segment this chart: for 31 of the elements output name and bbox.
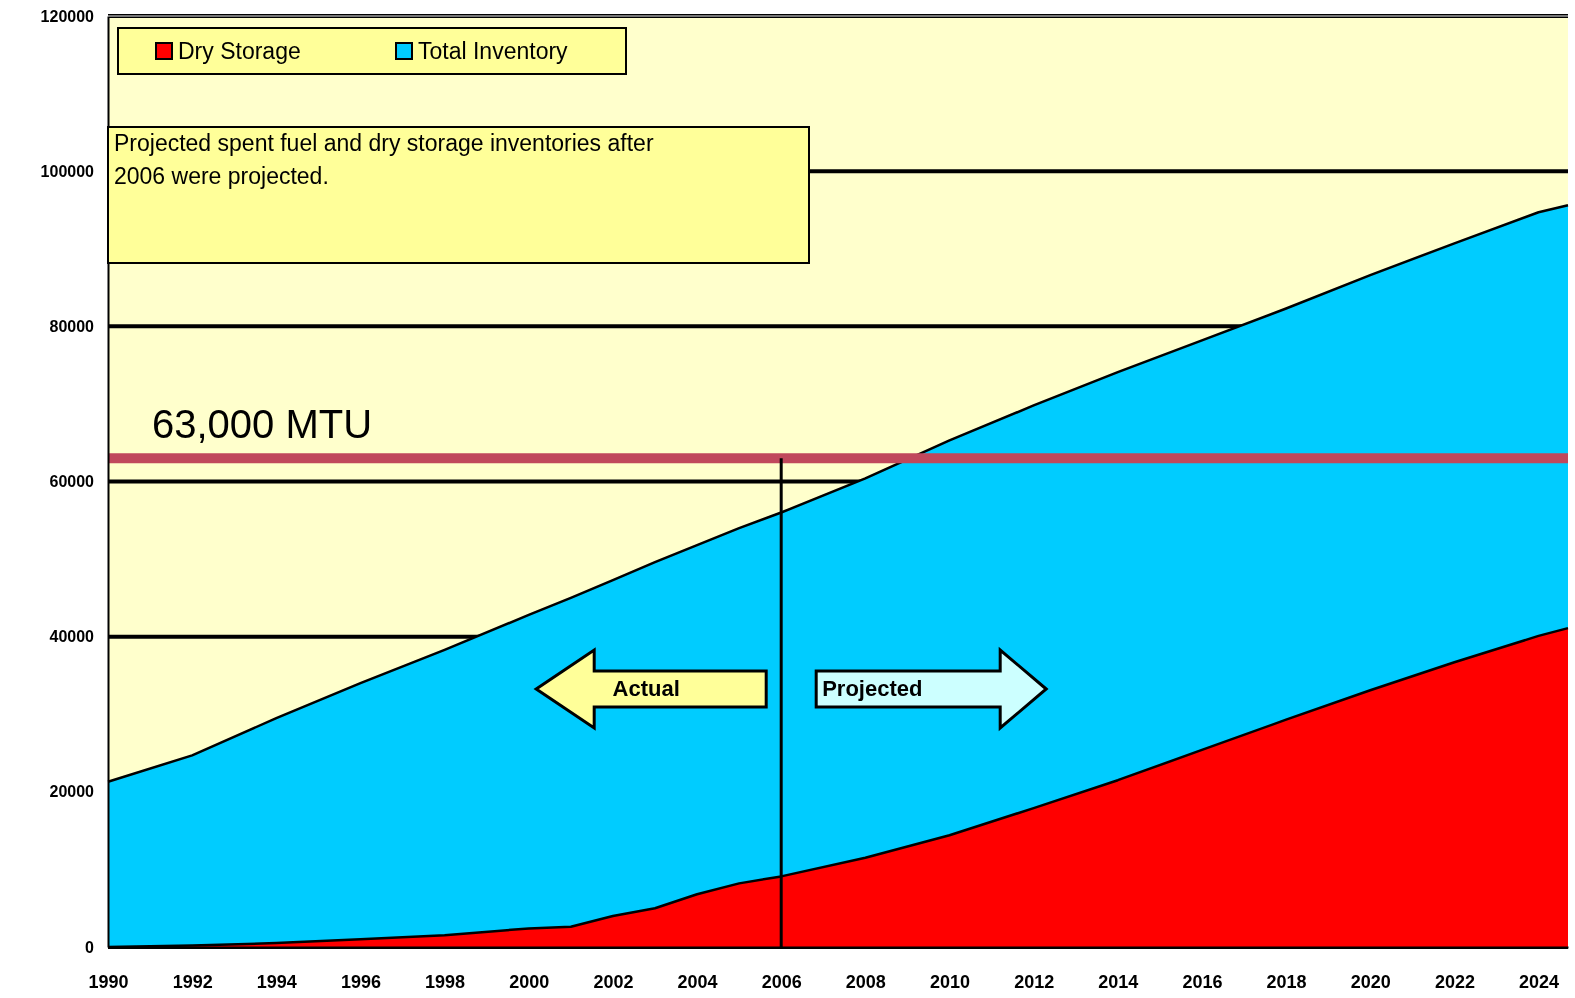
x-tick-label: 2006 [761,971,802,992]
x-tick-label: 2022 [1434,971,1475,992]
x-tick-label: 2020 [1350,971,1391,992]
annotation: Projected spent fuel and dry storage inventories after 2006 were projected. [114,130,654,189]
annotation: Actual [612,676,680,701]
x-tick-label: 2012 [1014,971,1055,992]
y-tick-label: 120000 [40,7,95,25]
legend-label: Total Inventory [418,38,569,64]
x-tick-label: 1994 [256,971,297,992]
ref-line-label: 63,000 MTU [152,402,373,447]
x-tick-label: 2010 [929,971,971,992]
x-tick-label: 2024 [1519,971,1560,992]
legend-label: Dry Storage [178,38,301,64]
x-tick-label: 2018 [1266,971,1307,992]
y-tick-label: 80000 [49,317,95,335]
x-tick-label: 2004 [677,971,718,992]
x-tick-label: 1998 [425,971,466,992]
annotation: Projected [822,676,923,701]
x-tick-label: 1990 [88,971,129,992]
x-tick-label: 1996 [340,971,381,992]
x-tick-label: 2016 [1182,971,1223,992]
x-tick-label: 2014 [1098,971,1139,992]
x-tick-label: 2008 [845,971,886,992]
y-tick-label: 40000 [49,628,95,646]
x-tick-label: 2000 [509,971,550,992]
x-tick-label: 1992 [172,971,213,992]
y-tick-label: 100000 [40,162,95,180]
y-tick-label: 0 [85,938,95,956]
x-tick-label: 2002 [593,971,634,992]
y-tick-label: 20000 [49,783,95,801]
y-tick-label: 60000 [49,473,95,491]
